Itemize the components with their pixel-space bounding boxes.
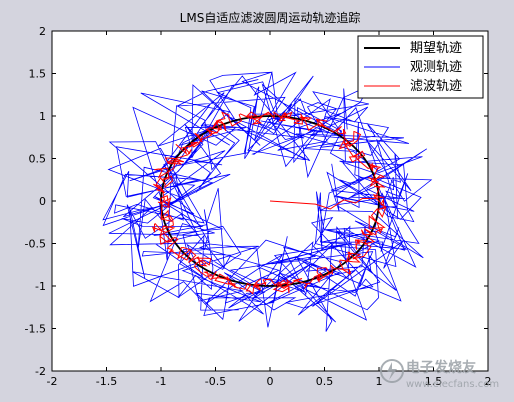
x-tick-label: -2: [47, 375, 58, 388]
y-tick-label: -1: [35, 280, 46, 293]
y-tick-label: -2: [35, 365, 46, 378]
series-filtered-line: [151, 111, 387, 295]
watermark-logo-icon: [380, 359, 404, 383]
watermark-bolt-icon: [387, 362, 397, 380]
watermark-text: 电子发烧友: [406, 359, 476, 376]
y-tick-label: 1: [39, 110, 46, 123]
x-tick-label: 1.5: [425, 375, 443, 388]
plot-area: [102, 71, 433, 332]
x-tick-label: -1.5: [96, 375, 117, 388]
y-tick-label: -0.5: [25, 238, 46, 251]
legend: 期望轨迹 观测轨迹 滤波轨迹: [357, 35, 484, 99]
x-tick-label: -1: [156, 375, 167, 388]
x-tick-label: 0: [267, 375, 274, 388]
y-tick-label: 1.5: [29, 68, 47, 81]
legend-label-desired: 期望轨迹: [410, 40, 462, 56]
x-tick-label: 2: [485, 375, 492, 388]
chart-title: LMS自适应滤波圆周运动轨迹追踪: [180, 10, 361, 25]
watermark: 电子发烧友 www.elecfans.com: [380, 359, 499, 390]
legend-label-observed: 观测轨迹: [410, 60, 462, 75]
y-tick-label: 0: [39, 195, 46, 208]
axis-ticks: -2 -1.5 -1 -0.5 0 0.5 1 1.5 2 2 1.5 1 0.5 0 -0.5 -1 -1.5…: [25, 25, 492, 388]
x-tick-label: -0.5: [205, 375, 226, 388]
legend-label-filtered: 滤波轨迹: [410, 79, 462, 94]
x-tick-label: 0.5: [316, 375, 334, 388]
y-tick-label: 0.5: [29, 153, 47, 166]
x-tick-label: 1: [376, 375, 383, 388]
y-tick-label: -1.5: [25, 323, 46, 336]
y-tick-label: 2: [39, 25, 46, 38]
watermark-url: www.elecfans.com: [406, 379, 499, 390]
